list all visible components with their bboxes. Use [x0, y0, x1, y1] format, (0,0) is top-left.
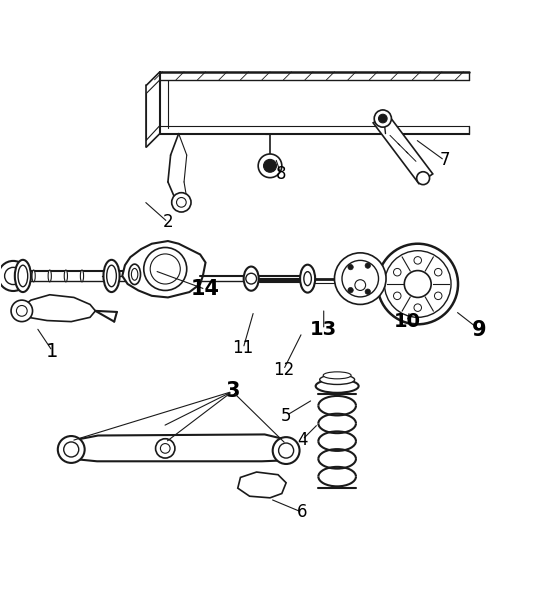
- Circle shape: [273, 437, 300, 464]
- Ellipse shape: [320, 375, 355, 384]
- Text: 9: 9: [472, 320, 487, 340]
- Circle shape: [0, 261, 28, 291]
- Ellipse shape: [131, 268, 138, 280]
- Circle shape: [417, 172, 429, 185]
- Circle shape: [394, 292, 401, 299]
- Ellipse shape: [304, 272, 312, 285]
- Polygon shape: [373, 113, 433, 183]
- Circle shape: [58, 436, 85, 463]
- Ellipse shape: [32, 270, 35, 282]
- Circle shape: [404, 271, 431, 298]
- Text: 2: 2: [163, 213, 173, 231]
- Ellipse shape: [15, 260, 31, 292]
- Polygon shape: [66, 434, 294, 461]
- Circle shape: [365, 263, 370, 268]
- Text: 4: 4: [297, 431, 307, 449]
- Text: 3: 3: [225, 381, 240, 401]
- Circle shape: [334, 253, 386, 304]
- Circle shape: [144, 247, 187, 290]
- Circle shape: [16, 306, 27, 316]
- Circle shape: [435, 292, 442, 299]
- Circle shape: [384, 251, 451, 317]
- Ellipse shape: [129, 264, 140, 285]
- Circle shape: [348, 265, 353, 270]
- Circle shape: [394, 268, 401, 276]
- Text: 8: 8: [275, 165, 286, 183]
- Ellipse shape: [244, 266, 259, 291]
- Circle shape: [374, 110, 392, 127]
- Ellipse shape: [48, 270, 51, 282]
- Circle shape: [365, 289, 370, 295]
- Circle shape: [246, 273, 256, 284]
- Circle shape: [64, 442, 79, 457]
- Circle shape: [5, 268, 22, 285]
- Circle shape: [348, 288, 353, 293]
- Circle shape: [379, 114, 387, 123]
- Circle shape: [414, 304, 422, 312]
- Circle shape: [377, 244, 458, 324]
- Polygon shape: [17, 295, 96, 321]
- Circle shape: [258, 154, 282, 178]
- Circle shape: [414, 257, 422, 264]
- Ellipse shape: [300, 265, 315, 293]
- Circle shape: [160, 444, 170, 453]
- Ellipse shape: [323, 372, 351, 379]
- Ellipse shape: [104, 260, 119, 292]
- Polygon shape: [238, 472, 286, 498]
- Circle shape: [177, 197, 186, 207]
- Circle shape: [279, 443, 294, 458]
- Text: 7: 7: [440, 152, 450, 169]
- Circle shape: [342, 260, 379, 297]
- Circle shape: [172, 192, 191, 212]
- Ellipse shape: [316, 379, 359, 393]
- Ellipse shape: [80, 270, 84, 282]
- Circle shape: [156, 439, 175, 458]
- Circle shape: [355, 280, 366, 290]
- Text: 10: 10: [394, 312, 421, 331]
- Text: 5: 5: [281, 407, 292, 425]
- Text: 13: 13: [310, 320, 338, 339]
- Circle shape: [264, 159, 276, 172]
- Text: 12: 12: [273, 361, 294, 379]
- Ellipse shape: [64, 270, 68, 282]
- Text: 11: 11: [233, 340, 254, 357]
- Circle shape: [150, 254, 180, 284]
- Text: 6: 6: [297, 503, 307, 521]
- Circle shape: [435, 268, 442, 276]
- Ellipse shape: [18, 265, 28, 287]
- Text: 14: 14: [191, 279, 220, 299]
- Polygon shape: [122, 241, 206, 298]
- Ellipse shape: [107, 265, 116, 287]
- Text: 1: 1: [46, 342, 59, 360]
- Circle shape: [11, 300, 32, 321]
